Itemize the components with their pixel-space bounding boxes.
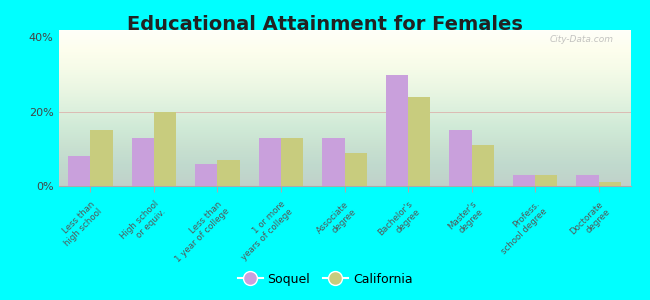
Bar xyxy=(322,138,344,186)
Text: Educational Attainment for Females: Educational Attainment for Females xyxy=(127,15,523,34)
Bar xyxy=(259,138,281,186)
Text: Bachelor's
degree: Bachelor's degree xyxy=(376,200,422,245)
Legend: Soquel, California: Soquel, California xyxy=(233,268,417,291)
Text: Master's
degree: Master's degree xyxy=(446,200,486,239)
Bar xyxy=(535,175,558,186)
Bar xyxy=(131,138,154,186)
Bar xyxy=(386,75,408,186)
Bar xyxy=(217,160,240,186)
Text: 1 or more
years of college: 1 or more years of college xyxy=(233,200,294,262)
Bar xyxy=(195,164,217,186)
Bar xyxy=(281,138,303,186)
Text: Less than
high school: Less than high school xyxy=(55,200,104,248)
Text: High school
or equiv.: High school or equiv. xyxy=(118,200,168,249)
Text: Doctorate
degree: Doctorate degree xyxy=(569,200,612,243)
Bar xyxy=(577,175,599,186)
Bar xyxy=(408,97,430,186)
Bar xyxy=(472,145,494,186)
Bar xyxy=(90,130,112,186)
Text: City-Data.com: City-Data.com xyxy=(549,35,614,44)
Bar xyxy=(344,153,367,186)
Text: Associate
degree: Associate degree xyxy=(315,200,358,242)
Bar xyxy=(154,112,176,186)
Bar xyxy=(599,182,621,186)
Bar xyxy=(449,130,472,186)
Bar xyxy=(513,175,535,186)
Text: Less than
1 year of college: Less than 1 year of college xyxy=(166,200,231,264)
Bar xyxy=(68,156,90,186)
Text: Profess.
school degree: Profess. school degree xyxy=(492,200,549,256)
